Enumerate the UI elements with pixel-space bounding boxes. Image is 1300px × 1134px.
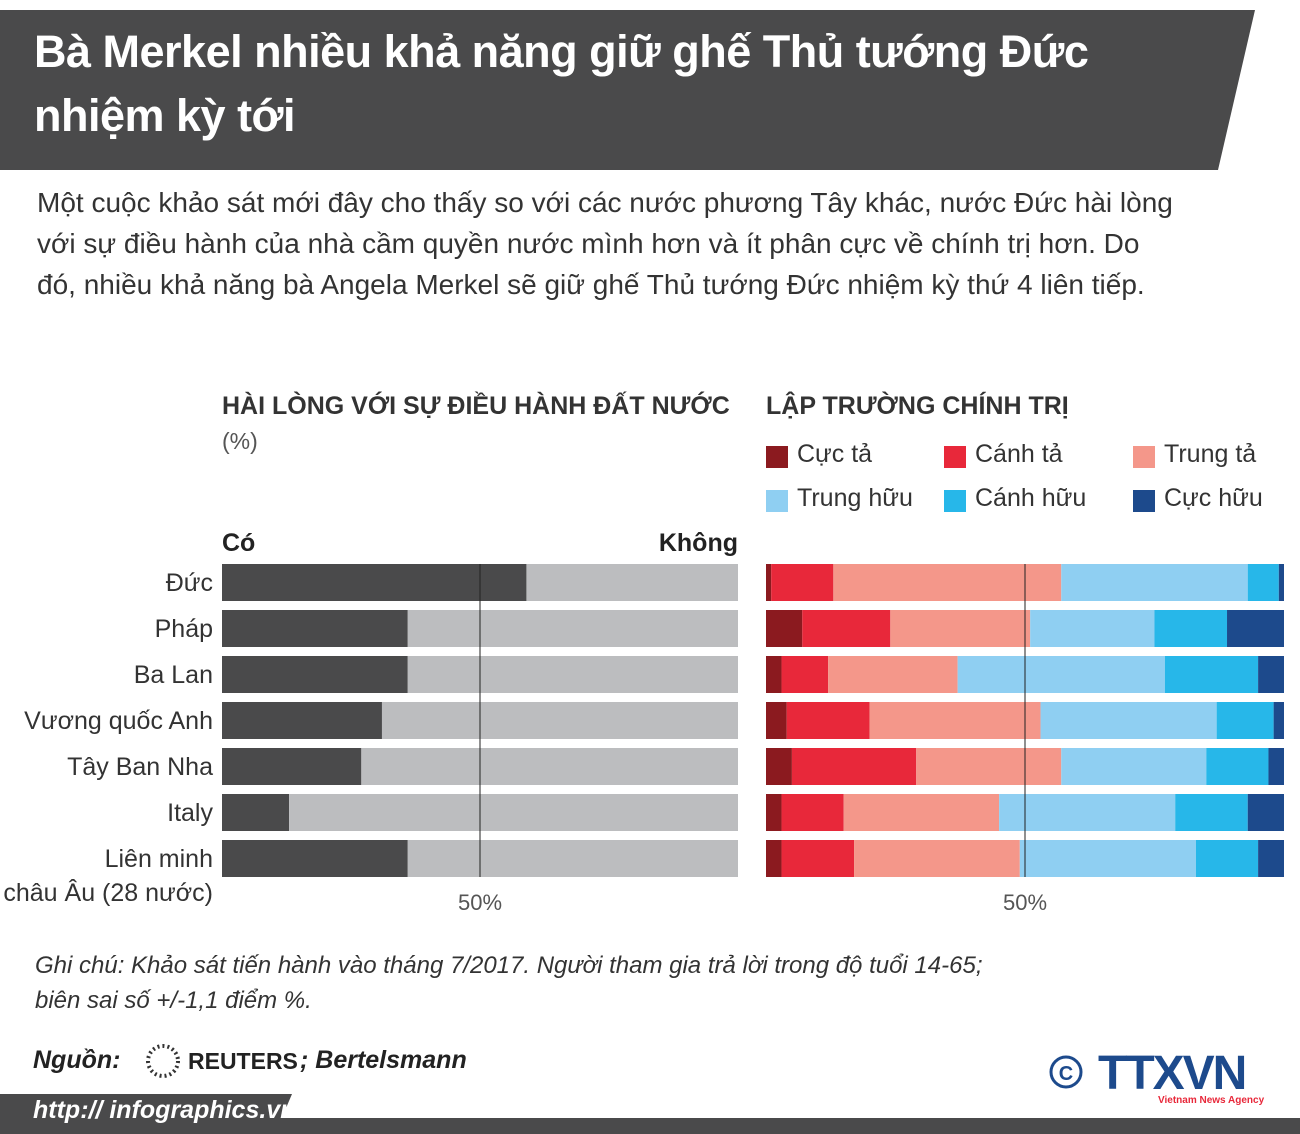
bar-segment [766, 702, 787, 739]
note: Ghi chú: Khảo sát tiến hành vào tháng 7/… [35, 952, 983, 1014]
bar-segment [1227, 610, 1284, 647]
bar-segment [854, 840, 1020, 877]
bar-segment [407, 656, 738, 693]
logo-sub: Vietnam News Agency [1158, 1095, 1265, 1106]
bar-segment [222, 702, 382, 739]
bar-segment [407, 610, 738, 647]
bar-segment [289, 794, 738, 831]
copyright-icon [1049, 1055, 1083, 1089]
bar-segment [1278, 564, 1284, 601]
bar-segment [1164, 656, 1259, 693]
legend-label: Không [658, 529, 738, 557]
chart-unit: (%) [222, 428, 258, 454]
legend-label: Trung hữu [797, 484, 913, 512]
bar-segment [1040, 702, 1217, 739]
x-tick-label: 50% [458, 890, 502, 915]
bar-segment [1216, 702, 1274, 739]
bar-segment [222, 794, 290, 831]
bar-segment [407, 840, 738, 877]
category-label: Vương quốc Anh [24, 707, 213, 735]
bar-segment [771, 564, 834, 601]
bar-segment [786, 702, 870, 739]
bar-segment [1175, 794, 1248, 831]
x-tick-label: 50% [1003, 890, 1047, 915]
legend-label: Cực hữu [1164, 484, 1263, 512]
url: http:// infographics.vn [33, 1096, 296, 1124]
legend-swatch [766, 446, 788, 468]
copyright-letter: C [1059, 1063, 1073, 1085]
bar-segment [1061, 748, 1207, 785]
reuters-logo [146, 1044, 180, 1078]
bar-segment [890, 610, 1031, 647]
legend-swatch [766, 490, 788, 512]
bar-segment [222, 610, 408, 647]
source-name: REUTERS [188, 1048, 298, 1074]
bar-segment [843, 794, 1000, 831]
bar-segment [1247, 564, 1279, 601]
legend-label: Cánh hữu [975, 484, 1087, 512]
bar-segment [869, 702, 1041, 739]
legend-swatch [1133, 446, 1155, 468]
bar-segment [999, 794, 1176, 831]
subtitle: Một cuộc khảo sát mới đây cho thấy so vớ… [37, 187, 1173, 300]
bar-segment [222, 656, 408, 693]
bar-segment [526, 564, 738, 601]
bar-segment [766, 840, 782, 877]
bar-segment [781, 656, 829, 693]
bar-segment [222, 840, 408, 877]
bar-segment [1258, 840, 1284, 877]
bar-segment [381, 702, 738, 739]
bar-segment [1247, 794, 1284, 831]
legend-swatch [1133, 490, 1155, 512]
bar-segment [781, 794, 844, 831]
bar-segment [1061, 564, 1248, 601]
category-label: Tây Ban Nha [67, 753, 213, 781]
legend-label: Có [222, 529, 256, 557]
bar-segment [1019, 840, 1196, 877]
chart-title: HÀI LÒNG VỚI SỰ ĐIỀU HÀNH ĐẤT NƯỚC [222, 392, 730, 420]
legend-label: Trung tả [1164, 440, 1257, 468]
bar-segment [766, 564, 772, 601]
category-label: Liên minh châu Âu (28 nước) [3, 845, 213, 907]
bar-segment [222, 564, 527, 601]
legend-swatch [944, 490, 966, 512]
bar-segment [1030, 610, 1155, 647]
bar-segment [766, 656, 782, 693]
footer-band [0, 1094, 292, 1134]
bar-segment [791, 748, 917, 785]
title: Bà Merkel nhiều khả năng giữ ghế Thủ tướ… [34, 26, 1089, 141]
bar-segment [1273, 702, 1284, 739]
bar-segment [802, 610, 891, 647]
bar-segment [766, 610, 803, 647]
bar-segment [828, 656, 958, 693]
category-label: Ba Lan [133, 661, 213, 689]
bar-segment [833, 564, 1062, 601]
legend-label: Cánh tả [975, 440, 1063, 468]
bar-segment [1154, 610, 1228, 647]
bar-segment [766, 748, 792, 785]
bar-segment [916, 748, 1062, 785]
bar-segment [766, 794, 782, 831]
legend-label: Cực tả [797, 440, 873, 468]
bar-segment [1195, 840, 1259, 877]
bar-segment [1258, 656, 1284, 693]
bar-segment [957, 656, 1165, 693]
footer-strip [275, 1118, 1300, 1134]
category-label: Đức [165, 569, 213, 597]
source-name: ; Bertelsmann [300, 1046, 467, 1074]
logo-text: TTXVN [1098, 1047, 1247, 1100]
bar-segment [1268, 748, 1284, 785]
bar-segment [361, 748, 738, 785]
bar-segment [1206, 748, 1269, 785]
legend-swatch [944, 446, 966, 468]
category-label: Pháp [154, 615, 213, 643]
bar-segment [781, 840, 855, 877]
bar-segment [222, 748, 362, 785]
header-band [0, 10, 1255, 170]
source-label: Nguồn: [33, 1046, 121, 1074]
chart-title: LẬP TRƯỜNG CHÍNH TRỊ [766, 392, 1069, 420]
category-label: Italy [167, 799, 213, 827]
